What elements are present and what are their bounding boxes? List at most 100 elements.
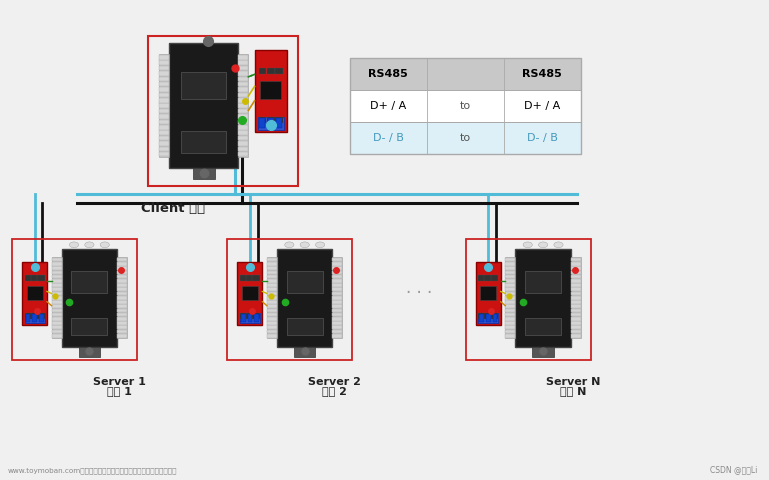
Bar [117, 321, 127, 325]
Bar [117, 266, 127, 270]
Bar [287, 318, 323, 335]
Bar [267, 283, 277, 287]
Bar [238, 82, 248, 86]
Bar [571, 309, 581, 312]
Bar [148, 36, 298, 186]
Bar [332, 279, 342, 283]
Bar [117, 288, 127, 291]
Text: Server 1: Server 1 [93, 377, 145, 387]
Bar [571, 292, 581, 295]
Bar [505, 266, 515, 270]
Text: Server 2: Server 2 [308, 377, 361, 387]
Bar [478, 312, 498, 323]
Bar [505, 317, 515, 321]
Bar [294, 347, 315, 357]
Bar [267, 309, 277, 312]
Bar [159, 146, 169, 151]
Bar [52, 317, 62, 321]
Bar [117, 271, 127, 274]
Bar [159, 55, 169, 60]
Text: RS485: RS485 [368, 69, 408, 79]
Bar [159, 76, 169, 81]
Bar [25, 312, 45, 323]
Text: www.toymoban.com网络图片仅供展示，非存储，如有侵权联系删除。: www.toymoban.com网络图片仅供展示，非存储，如有侵权联系删除。 [8, 468, 177, 474]
Bar [52, 271, 62, 274]
Bar [571, 304, 581, 308]
Bar [571, 283, 581, 287]
Bar [62, 249, 117, 347]
Bar [52, 309, 62, 312]
Bar [480, 286, 496, 300]
Bar [52, 325, 62, 329]
Bar [493, 313, 498, 322]
Bar [505, 313, 515, 316]
Bar [159, 71, 169, 76]
Bar [52, 304, 62, 308]
Bar [159, 114, 169, 119]
Bar [571, 258, 581, 262]
Bar [267, 330, 277, 333]
Bar [332, 288, 342, 291]
Bar [52, 313, 62, 316]
Bar [505, 300, 515, 304]
Bar [238, 152, 248, 156]
Bar [332, 304, 342, 308]
Bar [117, 258, 127, 262]
Bar [238, 120, 248, 124]
Bar [505, 288, 515, 291]
Bar [258, 68, 267, 74]
Bar [466, 239, 591, 360]
Circle shape [300, 242, 309, 248]
Bar [240, 275, 248, 281]
Bar [571, 279, 581, 283]
Bar [505, 321, 515, 325]
Bar [52, 300, 62, 304]
Bar [159, 120, 169, 124]
Bar [275, 68, 283, 74]
Bar [52, 330, 62, 333]
Bar [246, 313, 254, 319]
Bar [332, 317, 342, 321]
Bar [238, 146, 248, 151]
Bar [571, 300, 581, 304]
Bar [505, 304, 515, 308]
Bar [117, 334, 127, 337]
Bar [350, 121, 581, 154]
Bar [267, 275, 277, 278]
Bar [32, 313, 37, 322]
Text: . . .: . . . [406, 279, 432, 297]
Bar [159, 125, 169, 130]
Bar [571, 321, 581, 325]
Bar [238, 262, 262, 325]
Bar [117, 300, 127, 304]
Bar [332, 275, 342, 278]
Bar [505, 325, 515, 329]
Bar [332, 296, 342, 300]
Bar [258, 117, 284, 130]
Bar [238, 66, 248, 71]
Bar [52, 257, 62, 338]
Bar [240, 313, 248, 319]
Bar [332, 321, 342, 325]
Bar [25, 313, 32, 319]
Bar [255, 50, 287, 132]
Bar [159, 66, 169, 71]
Text: D+ / A: D+ / A [524, 101, 561, 110]
Bar [37, 275, 45, 281]
Circle shape [523, 242, 532, 248]
Bar [159, 152, 169, 156]
Bar [241, 286, 258, 300]
Bar [532, 347, 554, 357]
Bar [252, 275, 260, 281]
Bar [22, 262, 47, 325]
Bar [238, 71, 248, 76]
Bar [276, 118, 282, 128]
Bar [159, 104, 169, 108]
Bar [505, 271, 515, 274]
Bar [12, 239, 137, 360]
Bar [332, 266, 342, 270]
Bar [25, 313, 30, 322]
Bar [260, 82, 281, 99]
Bar [238, 109, 248, 113]
Bar [258, 117, 267, 122]
